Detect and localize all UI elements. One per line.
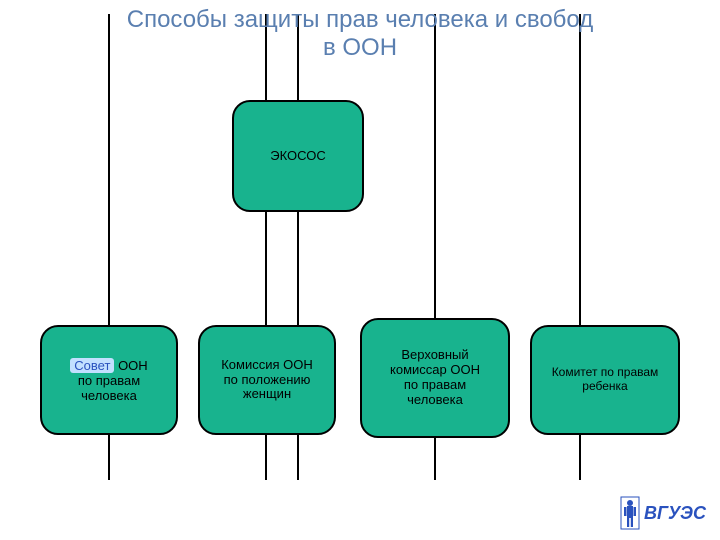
node-child-committee: Комитет по правам ребенка [530,325,680,435]
diagram-title: Способы защиты прав человека и свобод в … [0,6,720,61]
logo-text: ВГУЭС [644,503,706,524]
node-ecosoc-label: ЭКОСОС [270,149,326,164]
logo-figure-icon [620,496,640,530]
title-line1: Способы защиты прав человека и свобод [127,6,594,33]
node-hr-council-line3: человека [81,388,137,403]
node-hr-council-label: Совет ООН по правам человека [70,358,147,403]
node-high-commissioner: Верховный комиссар ООН по правам человек… [360,318,510,438]
node-hr-council: Совет ООН по правам человека [40,325,178,435]
node-high-commissioner-label: Верховный комиссар ООН по правам человек… [390,348,480,408]
diagram-stage: Способы защиты прав человека и свобод в … [0,0,720,540]
logo: ВГУЭС [620,496,706,530]
node-hr-council-line2: по правам [78,373,140,388]
node-child-committee-label: Комитет по правам ребенка [552,366,659,394]
title-line2: в ООН [323,34,397,61]
highlight-word: Совет [70,358,114,373]
node-ecosoc: ЭКОСОС [232,100,364,212]
node-women-commission-label: Комиссия ООН по положению женщин [221,358,313,403]
node-hr-council-rest1: ООН [118,358,148,373]
node-women-commission: Комиссия ООН по положению женщин [198,325,336,435]
